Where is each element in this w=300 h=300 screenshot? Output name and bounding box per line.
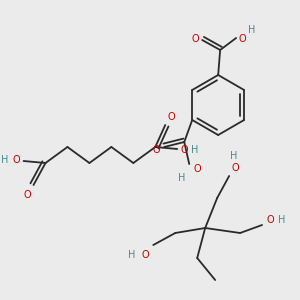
Text: O: O — [142, 250, 149, 260]
Text: O: O — [231, 163, 239, 173]
Text: O: O — [266, 215, 274, 225]
Text: O: O — [191, 34, 199, 44]
Text: H: H — [230, 151, 238, 161]
Text: O: O — [167, 112, 175, 122]
Text: H: H — [190, 145, 198, 155]
Text: O: O — [24, 190, 31, 200]
Text: O: O — [13, 155, 20, 165]
Text: H: H — [248, 25, 256, 35]
Text: O: O — [180, 145, 188, 155]
Text: H: H — [178, 173, 185, 183]
Text: H: H — [128, 250, 135, 260]
Text: O: O — [152, 145, 160, 155]
Text: O: O — [238, 34, 246, 44]
Text: H: H — [278, 215, 286, 225]
Text: H: H — [1, 155, 8, 165]
Text: O: O — [194, 164, 201, 174]
